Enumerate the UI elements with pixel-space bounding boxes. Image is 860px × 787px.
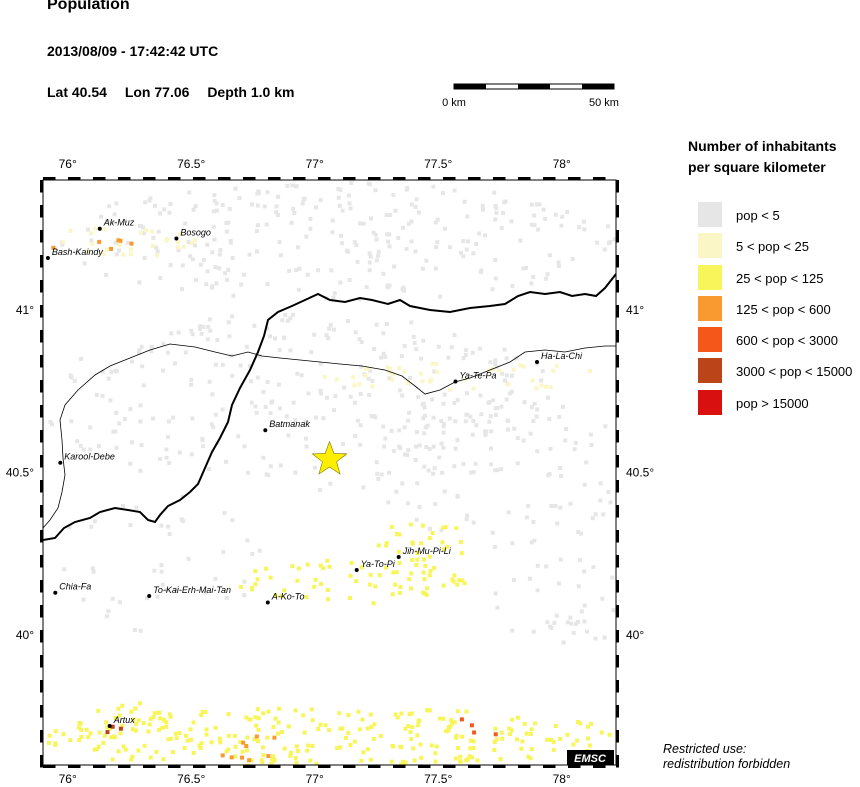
city-marker xyxy=(45,256,50,260)
event-location: Lat 40.54 Lon 77.06 Depth 1.0 km xyxy=(47,84,308,100)
map-frame-ticks xyxy=(40,177,619,768)
city-label: Karool-Debe xyxy=(64,452,115,462)
legend-title-line2: per square kilometer xyxy=(688,159,826,175)
legend-label: 5 < pop < 25 xyxy=(736,239,810,255)
city-label: Chia-Fa xyxy=(59,582,91,592)
y-tick-label: 41° xyxy=(626,303,644,317)
y-tick-label: 40.5° xyxy=(6,466,34,480)
axis-tick-labels: 76° 76° 76.5° 76.5° 77° 77° 77.5° 77.5° 78° 78° 41… xyxy=(6,157,655,786)
y-tick-label: 40° xyxy=(16,628,34,642)
city-marker xyxy=(354,568,359,572)
event-datetime: 2013/08/09 - 17:42:42 UTC xyxy=(47,43,219,59)
city-marker xyxy=(53,590,58,595)
y-tick-label: 41° xyxy=(16,303,34,317)
x-tick-label: 77.5° xyxy=(424,772,452,786)
city-markers: Ak-Muz Bosogo Bash-Kaindy Ha-La-Chi Ya-Te-Pa… xyxy=(45,218,583,728)
country-border xyxy=(43,273,616,541)
longitude-label: Lon 77.06 xyxy=(124,84,190,100)
city-marker xyxy=(97,226,102,231)
city-marker xyxy=(535,360,539,364)
legend-swatch xyxy=(698,389,722,415)
city-marker xyxy=(453,379,458,384)
depth-label: Depth 1.0 km xyxy=(207,84,295,100)
emsc-watermark: EMSC xyxy=(567,750,614,765)
legend-swatch xyxy=(698,233,722,259)
city-marker xyxy=(396,555,401,559)
legend-label: 3000 < pop < 15000 xyxy=(736,364,853,380)
city-label: Ak-Muz xyxy=(103,218,135,228)
legend-label: 25 < pop < 125 xyxy=(736,270,824,286)
city-label: Bosogo xyxy=(180,228,211,238)
epicenter-star-icon xyxy=(311,440,348,475)
x-tick-label: 76° xyxy=(59,772,77,786)
page-title: Population xyxy=(47,0,130,13)
city-label: Bash-Kaindy xyxy=(52,247,104,257)
city-label: Ya-To-Pi xyxy=(361,559,396,569)
legend-title-line1: Number of inhabitants xyxy=(688,138,837,154)
svg-text:EMSC: EMSC xyxy=(574,753,607,765)
city-marker xyxy=(58,460,63,465)
legend-label: 125 < pop < 600 xyxy=(736,301,831,317)
x-tick-label: 76° xyxy=(59,157,77,171)
x-tick-label: 76.5° xyxy=(177,772,205,786)
legend-label: pop < 5 xyxy=(736,208,780,223)
scale-bar: 0 km 50 km xyxy=(442,83,619,109)
city-label: Ha-La-Chi xyxy=(541,351,583,361)
y-tick-label: 40° xyxy=(626,628,644,642)
y-tick-label: 40.5° xyxy=(626,466,654,480)
city-label: Artux xyxy=(113,715,136,725)
legend-swatch xyxy=(698,202,722,227)
x-tick-label: 77° xyxy=(306,772,324,786)
legend-swatch xyxy=(698,358,722,384)
city-label: A-Ko-To xyxy=(271,592,305,602)
scale-start-label: 0 km xyxy=(442,97,466,109)
city-marker xyxy=(174,236,179,241)
population-density-layer xyxy=(46,181,616,765)
scale-end-label: 50 km xyxy=(589,97,619,109)
city-marker xyxy=(147,594,152,598)
x-tick-label: 78° xyxy=(553,772,571,786)
legend-swatch xyxy=(698,327,722,353)
restriction-line1: Restricted use: xyxy=(663,742,747,756)
x-tick-label: 76.5° xyxy=(177,157,205,171)
latitude-label: Lat 40.54 xyxy=(47,84,107,100)
city-label: Jih-Mu-Pi-Li xyxy=(402,546,452,556)
x-tick-label: 78° xyxy=(553,157,571,171)
city-marker xyxy=(265,600,270,605)
legend-title: Number of inhabitants per square kilomet… xyxy=(688,136,858,178)
legend-swatch xyxy=(698,264,722,290)
legend-swatch xyxy=(698,295,722,321)
x-tick-label: 77° xyxy=(306,157,324,171)
city-marker xyxy=(263,428,268,433)
city-label: Batmanak xyxy=(269,419,310,429)
x-tick-label: 77.5° xyxy=(424,157,452,171)
city-label: To-Kai-Erh-Mai-Tan xyxy=(153,585,231,595)
city-label: Ya-Te-Pa xyxy=(460,371,497,381)
restriction-line2: redistribution forbidden xyxy=(663,757,791,771)
region-border xyxy=(43,343,616,529)
legend-label: 600 < pop < 3000 xyxy=(736,333,838,349)
legend-label: pop > 15000 xyxy=(736,395,809,411)
city-marker xyxy=(107,724,112,728)
restriction-note: Restricted use: redistribution forbidden xyxy=(663,742,790,772)
